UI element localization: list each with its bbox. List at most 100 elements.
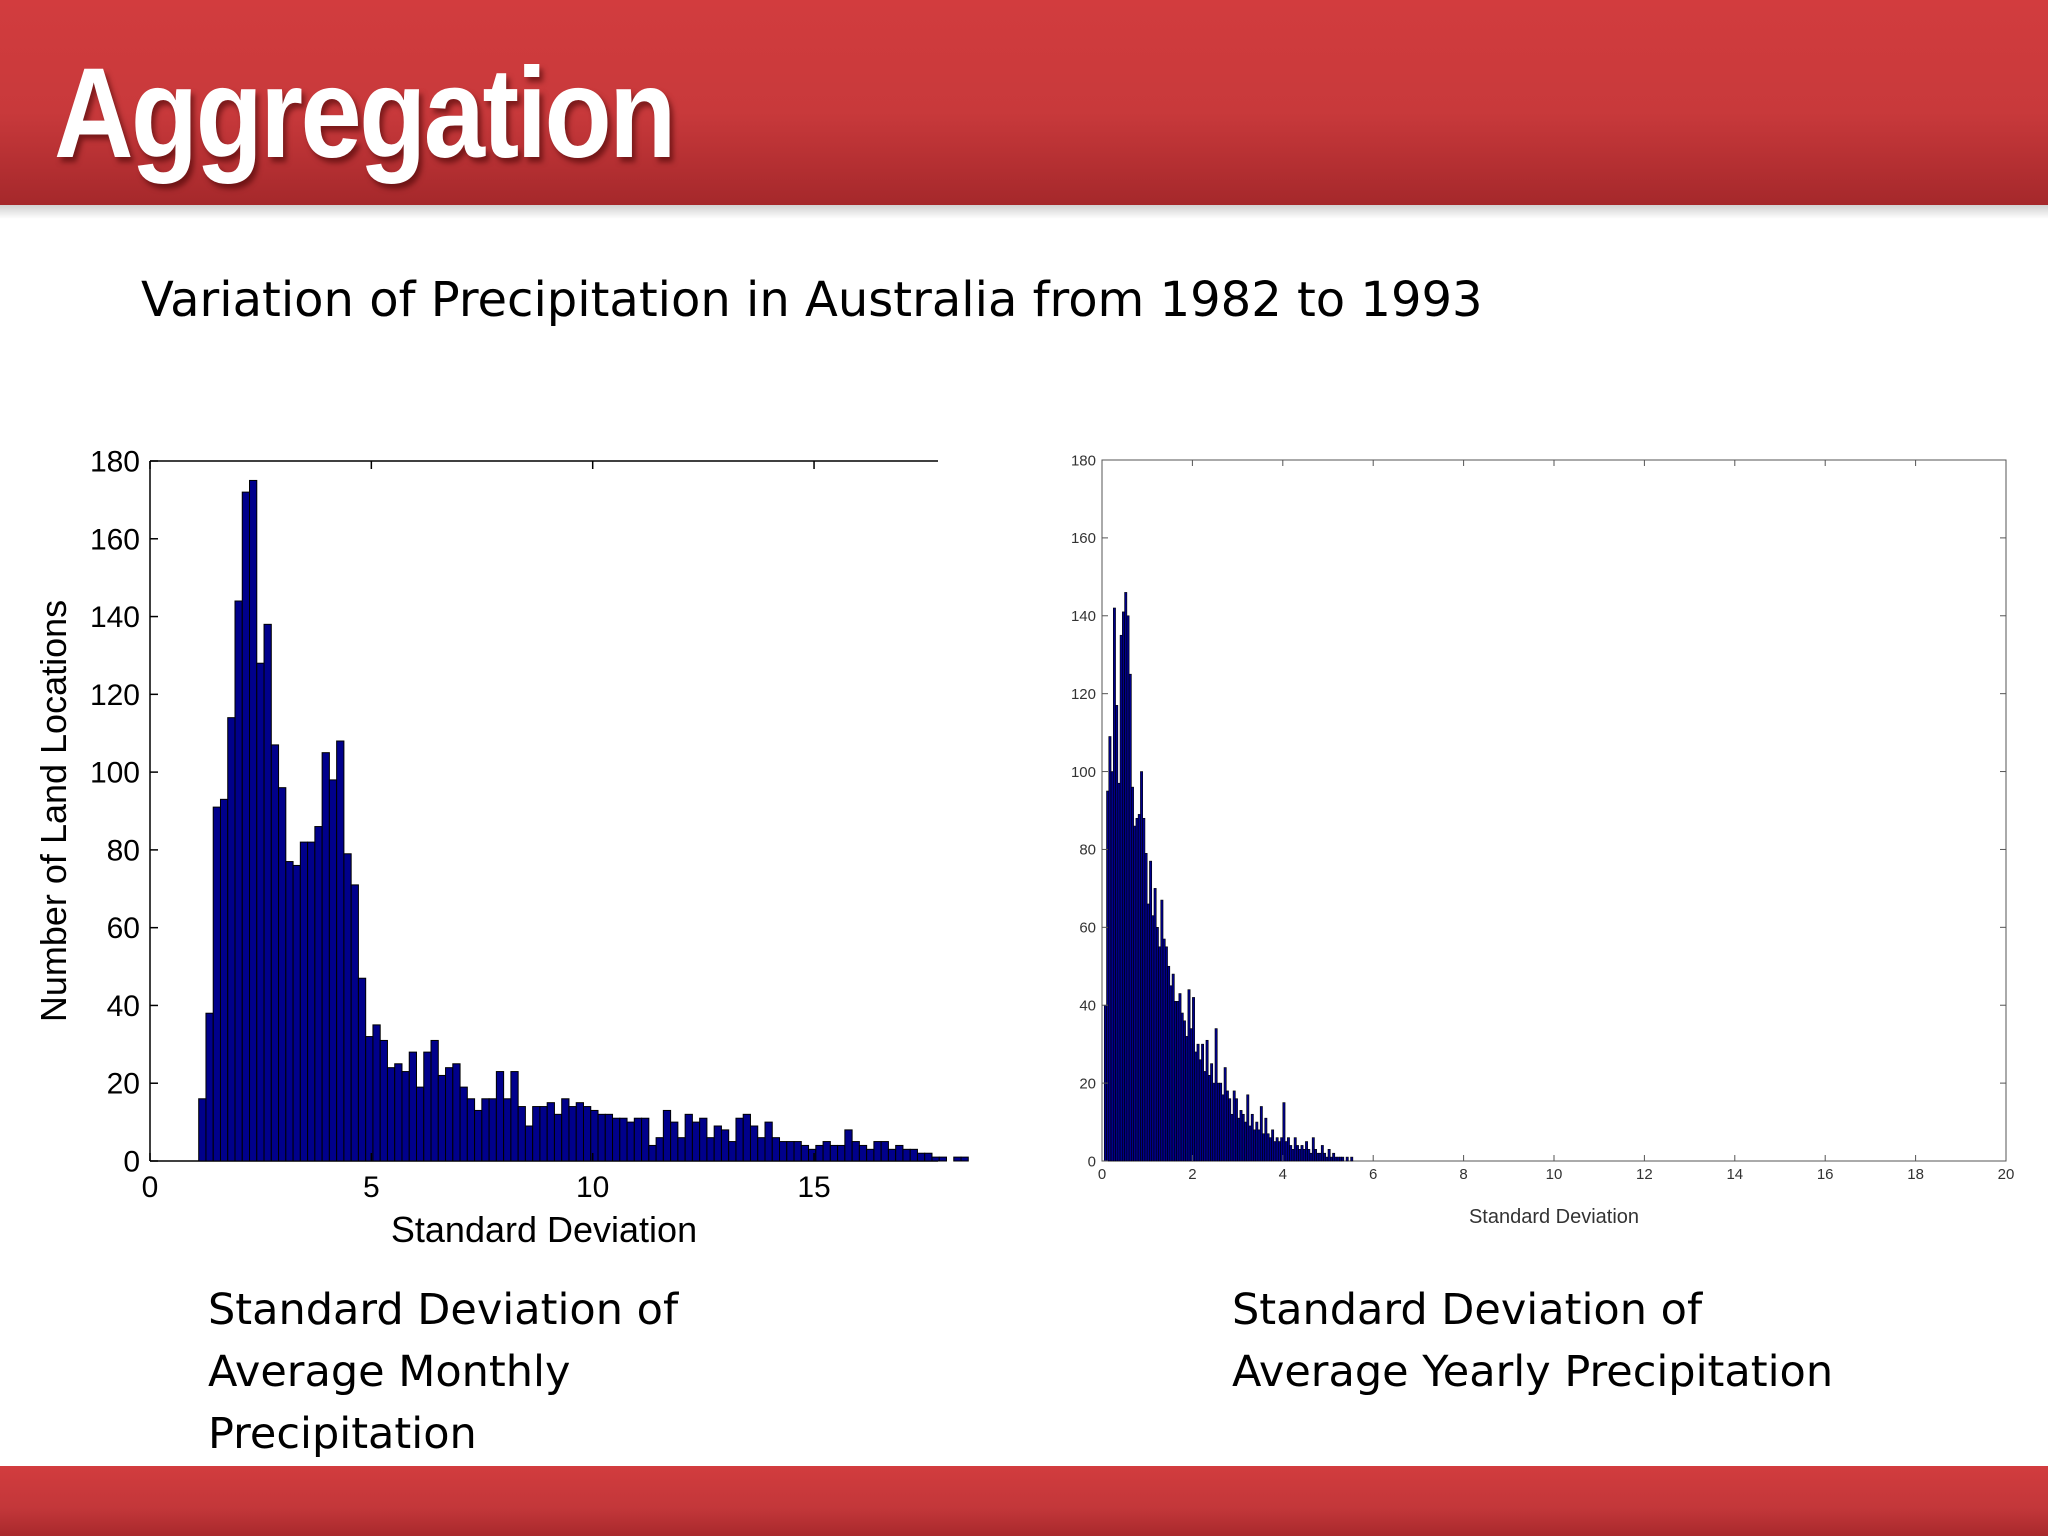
histogram-bar xyxy=(1255,1121,1259,1162)
histogram-bar xyxy=(1235,1098,1238,1162)
histogram-bar xyxy=(1155,927,1159,1162)
histogram-bar xyxy=(1198,1059,1202,1162)
histogram-bar xyxy=(1345,1156,1349,1162)
histogram-bar xyxy=(1284,1141,1288,1162)
histogram-bar xyxy=(1167,965,1171,1162)
histogram-bar xyxy=(1253,1129,1256,1162)
footer-band xyxy=(0,1466,2048,1536)
histogram-bar xyxy=(1221,1094,1225,1162)
x-tick-label: 4 xyxy=(1279,1166,1287,1183)
y-tick-label: 160 xyxy=(1071,530,1096,547)
x-tick-label: 10 xyxy=(1546,1166,1563,1183)
y-tick-label: 100 xyxy=(90,757,140,790)
x-axis-label: Standard Deviation xyxy=(1469,1206,1639,1228)
histogram-bar xyxy=(1323,1152,1327,1162)
y-tick-label: 40 xyxy=(1079,997,1096,1014)
histogram-bar xyxy=(1271,1129,1275,1162)
caption-yearly-line-1: Standard Deviation of xyxy=(1232,1285,1703,1335)
histogram-bar xyxy=(1185,1036,1189,1162)
histogram-bar xyxy=(1320,1145,1324,1162)
histogram-bar xyxy=(1135,817,1139,1162)
histogram-bar xyxy=(1110,771,1114,1162)
histogram-bar xyxy=(1237,1117,1241,1162)
histogram-bar xyxy=(1277,1141,1281,1162)
x-tick-label: 18 xyxy=(1907,1166,1924,1183)
y-tick-label: 80 xyxy=(1079,842,1096,859)
histogram-bar xyxy=(641,1117,650,1162)
histogram-bar xyxy=(1212,1082,1216,1162)
histogram-bar xyxy=(1151,915,1155,1162)
histogram-bar xyxy=(1339,1156,1342,1162)
histogram-bar xyxy=(1176,1001,1180,1162)
x-tick-label: 5 xyxy=(363,1171,380,1204)
histogram-bar xyxy=(1316,1152,1320,1162)
monthly-std-histogram: 0 20 40 60 80 100 120 140 160 180 0 5 10 15 Standard D… xyxy=(33,446,969,1250)
histogram-bar xyxy=(1264,1117,1268,1162)
histogram-bar xyxy=(1329,1156,1333,1162)
histogram-bar xyxy=(1336,1156,1340,1162)
histogram-bar xyxy=(1196,1043,1200,1162)
y-tick-label: 20 xyxy=(1079,1075,1096,1092)
y-tick-label: 140 xyxy=(1071,608,1096,625)
histogram-bar xyxy=(1113,607,1116,1162)
slide-subtitle: Variation of Precipitation in Australia … xyxy=(141,272,1483,328)
histogram-bar xyxy=(1230,1113,1234,1162)
y-tick-label: 120 xyxy=(1071,686,1096,703)
histogram-bar xyxy=(1246,1094,1250,1162)
histogram-bar xyxy=(1140,771,1143,1162)
histogram-bar xyxy=(1124,592,1128,1162)
x-tick-label: 14 xyxy=(1726,1166,1743,1183)
x-tick-label: 0 xyxy=(142,1171,159,1204)
x-tick-label: 20 xyxy=(1998,1166,2015,1183)
histogram-bar xyxy=(1189,1028,1193,1162)
histogram-bar xyxy=(1282,1102,1286,1162)
caption-yearly-line-2: Average Yearly Precipitation xyxy=(1232,1347,1834,1397)
histogram-bar xyxy=(1257,1129,1261,1162)
histogram-bar xyxy=(1180,1012,1184,1162)
caption-monthly: Standard Deviation of Average Monthly Pr… xyxy=(208,1279,678,1465)
caption-monthly-line-1: Standard Deviation of xyxy=(208,1285,679,1335)
histogram-bar xyxy=(1302,1149,1306,1162)
y-axis-label: Number of Land Locations xyxy=(33,600,74,1022)
x-tick-label: 0 xyxy=(1098,1166,1106,1183)
histogram-bar xyxy=(1334,1156,1338,1162)
histogram-bar xyxy=(1162,938,1166,1162)
histogram-bar xyxy=(1332,1152,1336,1162)
y-tick-label: 60 xyxy=(1079,920,1096,937)
histogram-bar xyxy=(1296,1145,1299,1162)
histogram-bar xyxy=(1192,997,1195,1162)
histogram-bar xyxy=(1275,1137,1279,1162)
y-tick-label: 180 xyxy=(1071,452,1096,469)
histogram-bar xyxy=(1201,1043,1204,1162)
x-tick-label: 2 xyxy=(1188,1166,1196,1183)
y-tick-label: 0 xyxy=(123,1146,140,1179)
y-tick-label: 40 xyxy=(107,990,140,1023)
histogram-bar xyxy=(1106,790,1110,1162)
histogram-bar xyxy=(1293,1137,1297,1162)
y-tick-label: 20 xyxy=(107,1068,140,1101)
histogram-bar xyxy=(1203,1071,1207,1162)
histogram-bar xyxy=(1205,1039,1209,1162)
histogram-bar xyxy=(1146,903,1150,1162)
histogram-bar xyxy=(1126,615,1130,1162)
histogram-bar xyxy=(1262,1133,1266,1162)
yearly-std-histogram: 0 20 40 60 80 100 120 140 160 180 0 2 4 6 8 10 12 14 16 18 2… xyxy=(1071,452,2015,1228)
histogram-bar xyxy=(1291,1149,1295,1162)
histogram-bar xyxy=(1178,993,1182,1162)
x-tick-label: 15 xyxy=(797,1171,830,1204)
caption-monthly-line-2: Average Monthly xyxy=(208,1347,571,1397)
x-tick-label: 16 xyxy=(1817,1166,1834,1183)
histogram-bar xyxy=(1244,1121,1247,1162)
histogram-bar xyxy=(1223,1067,1227,1162)
histogram-bar xyxy=(1239,1110,1243,1162)
histogram-bar xyxy=(1214,1028,1218,1162)
histogram-bar xyxy=(1248,1125,1252,1162)
histogram-bar xyxy=(1153,888,1157,1162)
histogram-bar xyxy=(1305,1141,1308,1162)
histogram-bar xyxy=(1131,786,1134,1162)
histogram-bar xyxy=(1232,1090,1236,1162)
x-tick-label: 10 xyxy=(576,1171,609,1204)
y-tick-label: 140 xyxy=(90,601,140,634)
caption-yearly: Standard Deviation of Average Yearly Pre… xyxy=(1232,1279,1833,1403)
histogram-bar xyxy=(1318,1152,1322,1162)
